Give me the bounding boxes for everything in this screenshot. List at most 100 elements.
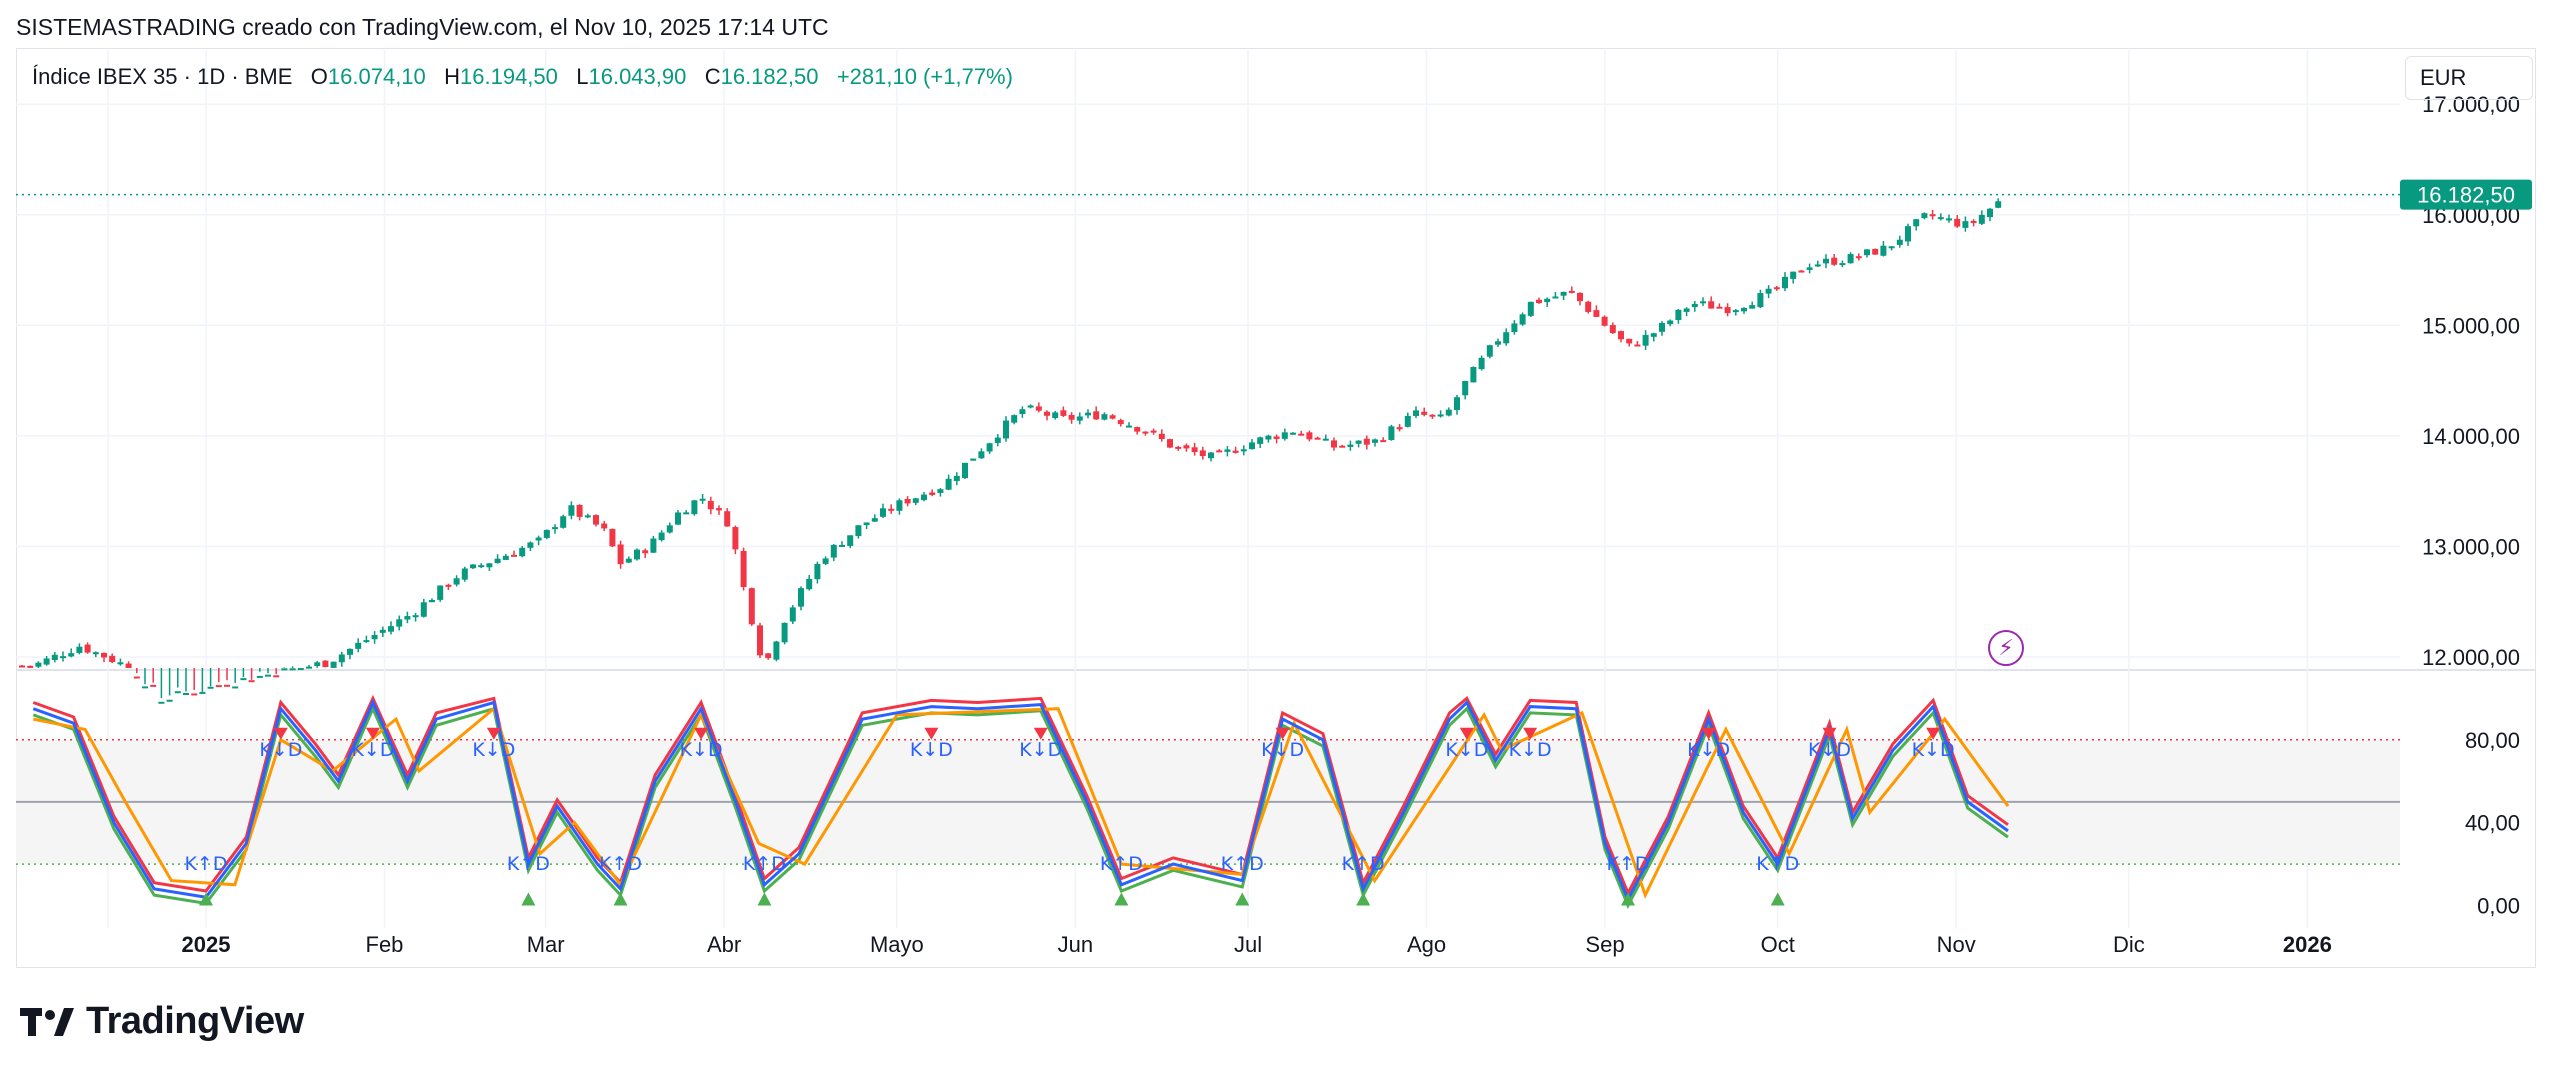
candle <box>609 528 616 548</box>
candle-body <box>675 512 681 525</box>
candle <box>174 668 181 694</box>
low-value: 16.043,90 <box>588 64 687 89</box>
signal-label: K↑D <box>1221 853 1264 875</box>
candle-body <box>1568 290 1575 293</box>
candle <box>904 496 911 507</box>
candle <box>716 505 722 515</box>
candle <box>732 525 739 555</box>
candle-body <box>1454 397 1460 411</box>
candle-body <box>634 549 640 560</box>
candle-body <box>420 602 427 617</box>
candle-body <box>650 538 657 553</box>
candle <box>1495 338 1501 348</box>
candle <box>35 661 42 668</box>
candle <box>1183 443 1190 452</box>
candle-body <box>1019 409 1026 414</box>
candle-body <box>183 692 189 695</box>
time-axis-label: Dic <box>2113 932 2145 957</box>
candle <box>962 462 968 479</box>
signal-label: K↓D <box>1808 739 1851 761</box>
candle <box>502 553 509 561</box>
candle <box>1544 297 1551 307</box>
candle-body <box>1331 440 1337 448</box>
symbol-info[interactable]: Índice IBEX 35 · 1D · BME <box>32 64 293 89</box>
candle <box>1076 412 1083 425</box>
stoch-k-line <box>32 698 2009 903</box>
candle-body <box>1257 437 1264 444</box>
candle <box>248 668 255 683</box>
tradingview-logo[interactable]: TradingView <box>20 1000 304 1043</box>
candle <box>1634 341 1641 347</box>
signal-label: K↓D <box>259 739 302 761</box>
candle <box>839 541 845 547</box>
currency-selector[interactable]: EUR <box>2405 56 2533 100</box>
candle <box>1568 286 1575 294</box>
candle-body <box>412 615 419 618</box>
candle <box>1987 207 1993 222</box>
candle-body <box>1486 345 1493 357</box>
candle-body <box>1872 248 1879 255</box>
candle-body <box>133 676 140 679</box>
candle <box>1232 446 1239 454</box>
buy-signal-marker <box>613 892 628 906</box>
candle <box>453 575 460 587</box>
candle <box>798 586 804 611</box>
candle-body <box>691 500 698 515</box>
candle-body <box>1700 301 1706 304</box>
candle-body <box>453 578 460 585</box>
candle-body <box>1954 218 1961 227</box>
candle-body <box>1495 341 1501 345</box>
candle-body <box>1962 221 1969 228</box>
candle-body <box>363 640 370 643</box>
candle-body <box>822 558 829 564</box>
candle <box>76 643 83 655</box>
candle-body <box>1232 450 1239 453</box>
candle <box>27 665 34 668</box>
candle-body <box>1970 220 1977 223</box>
sell-signal-marker <box>486 727 501 740</box>
sell-signal-marker <box>1275 727 1290 740</box>
candle-body <box>1724 307 1731 314</box>
candle <box>511 550 517 557</box>
candle <box>1085 409 1091 419</box>
candle <box>256 668 263 678</box>
candle-body <box>158 701 165 704</box>
signal-label: K↓D <box>910 739 953 761</box>
signal-label: K↑D <box>743 853 786 875</box>
candle-body <box>1536 299 1542 304</box>
candle-body <box>1929 214 1936 217</box>
candle-body <box>757 625 763 656</box>
candle <box>593 514 599 527</box>
candle <box>1068 412 1075 424</box>
candle <box>773 640 780 662</box>
candle-body <box>978 451 985 459</box>
candle <box>1027 404 1034 409</box>
candle-body <box>1626 338 1633 344</box>
candle-body <box>289 668 296 671</box>
lightning-bolt-icon[interactable]: ⚡ <box>1988 630 2024 666</box>
candle <box>1445 407 1452 417</box>
candle-body <box>1978 214 1985 224</box>
buy-signal-marker <box>1621 892 1636 906</box>
candle <box>1290 432 1296 435</box>
candle <box>863 522 870 529</box>
candle <box>921 491 927 502</box>
candle-body <box>35 662 42 667</box>
candle-body <box>199 691 206 694</box>
candle-body <box>470 564 476 569</box>
candle-body <box>224 684 230 687</box>
candle <box>371 631 378 644</box>
candle-body <box>232 686 239 689</box>
candle-body <box>781 622 788 643</box>
stoch-tick-label: 40,00 <box>2465 811 2520 836</box>
candle-body <box>1298 433 1305 436</box>
stoch-d-line <box>33 706 2010 900</box>
candle-body <box>1142 431 1149 434</box>
candle-body <box>215 685 222 688</box>
candle-body <box>855 525 862 537</box>
candle <box>1429 414 1436 419</box>
candle <box>68 648 75 658</box>
candle <box>1298 430 1305 436</box>
candle <box>568 501 575 520</box>
